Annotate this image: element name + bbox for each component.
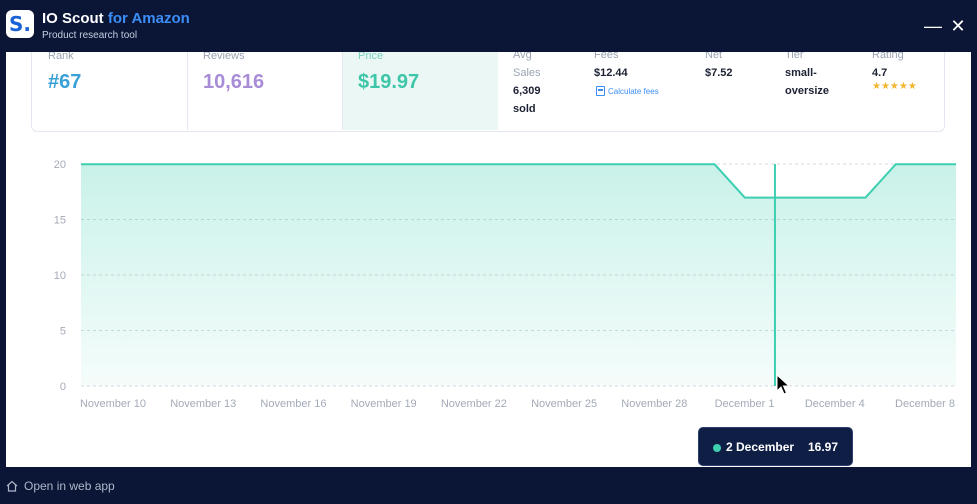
x-tick-label: November 10 — [80, 398, 146, 410]
app-subtitle: Product research tool — [42, 30, 138, 41]
x-tick-label: November 19 — [351, 398, 417, 410]
tier-label: Tier — [785, 52, 804, 61]
calculator-icon — [596, 86, 605, 96]
open-in-web-app-label: Open in web app — [24, 479, 115, 493]
series-dot-icon — [713, 444, 721, 452]
avg-sales-label-2: Sales — [513, 67, 541, 79]
net-value: $7.52 — [705, 67, 733, 79]
product-panel: Rank #67 Reviews 10,616 Price $19.97 Avg… — [6, 52, 971, 467]
logo-letter: S. — [8, 12, 31, 36]
close-button[interactable]: ✕ — [950, 16, 966, 36]
fees-label: Fees — [594, 52, 619, 61]
tier-value-2: oversize — [785, 85, 830, 97]
y-tick-label: 0 — [60, 381, 66, 393]
price-stat: Price $19.97 — [343, 52, 498, 130]
stats-card: Rank #67 Reviews 10,616 Price $19.97 Avg… — [31, 52, 945, 132]
reviews-value: 10,616 — [203, 71, 265, 93]
calculate-fees-label: Calculate fees — [608, 87, 659, 96]
reviews-label: Reviews — [203, 52, 245, 62]
price-value: $19.97 — [358, 71, 420, 93]
price-area — [81, 164, 956, 386]
calculate-fees-link[interactable]: Calculate fees — [596, 86, 659, 96]
rank-stat: Rank #67 — [32, 52, 188, 130]
app-title-accent: for Amazon — [107, 10, 190, 27]
rating-value: 4.7 — [872, 67, 888, 79]
y-tick-label: 15 — [54, 215, 66, 227]
tooltip-value: 16.97 — [807, 440, 838, 454]
rating-stars-icon: ★★★★★ — [872, 81, 917, 92]
fees-value: $12.44 — [594, 67, 628, 79]
app-title-main: IO Scout — [42, 10, 104, 27]
avg-sales-value-1: 6,309 — [513, 85, 541, 97]
x-tick-label: November 16 — [260, 398, 326, 410]
rank-label: Rank — [48, 52, 74, 62]
y-tick-label: 10 — [54, 270, 66, 282]
x-tick-label: November 13 — [170, 398, 236, 410]
rating-label: Rating — [872, 52, 904, 61]
y-tick-label: 5 — [60, 326, 66, 338]
x-tick-label: November 22 — [441, 398, 507, 410]
x-tick-label: November 25 — [531, 398, 597, 410]
title-bar: S. IO Scout for Amazon Product research … — [0, 0, 977, 52]
avg-sales-value-2: sold — [513, 103, 536, 115]
chart-tooltip: 2 December 16.97 — [698, 427, 853, 466]
x-tick-label: December 8 — [895, 398, 955, 410]
tier-value-1: small- — [785, 67, 817, 79]
net-label: Net — [705, 52, 723, 61]
minimize-button[interactable]: — — [924, 16, 942, 36]
price-line — [81, 163, 956, 199]
price-chart-svg: 0 5 10 15 20 November 10 November 13 November 1… — [54, 159, 956, 410]
io-scout-logo: S. — [6, 10, 34, 38]
home-icon — [6, 480, 18, 495]
avg-sales-label-1: Avg — [513, 52, 532, 61]
price-label: Price — [358, 52, 384, 62]
reviews-stat: Reviews 10,616 — [188, 52, 343, 130]
x-tick-label: December 4 — [805, 398, 865, 410]
price-history-chart[interactable]: 0 5 10 15 20 November 10 November 13 November 1… — [6, 144, 971, 444]
x-tick-label: December 1 — [715, 398, 775, 410]
y-tick-label: 20 — [54, 159, 66, 171]
open-in-web-app-link[interactable]: Open in web app — [6, 479, 115, 497]
tooltip-date: 2 December — [726, 440, 795, 454]
x-tick-label: November 28 — [621, 398, 687, 410]
rank-value: #67 — [48, 71, 82, 93]
app-title: IO Scout for Amazon — [42, 10, 190, 27]
